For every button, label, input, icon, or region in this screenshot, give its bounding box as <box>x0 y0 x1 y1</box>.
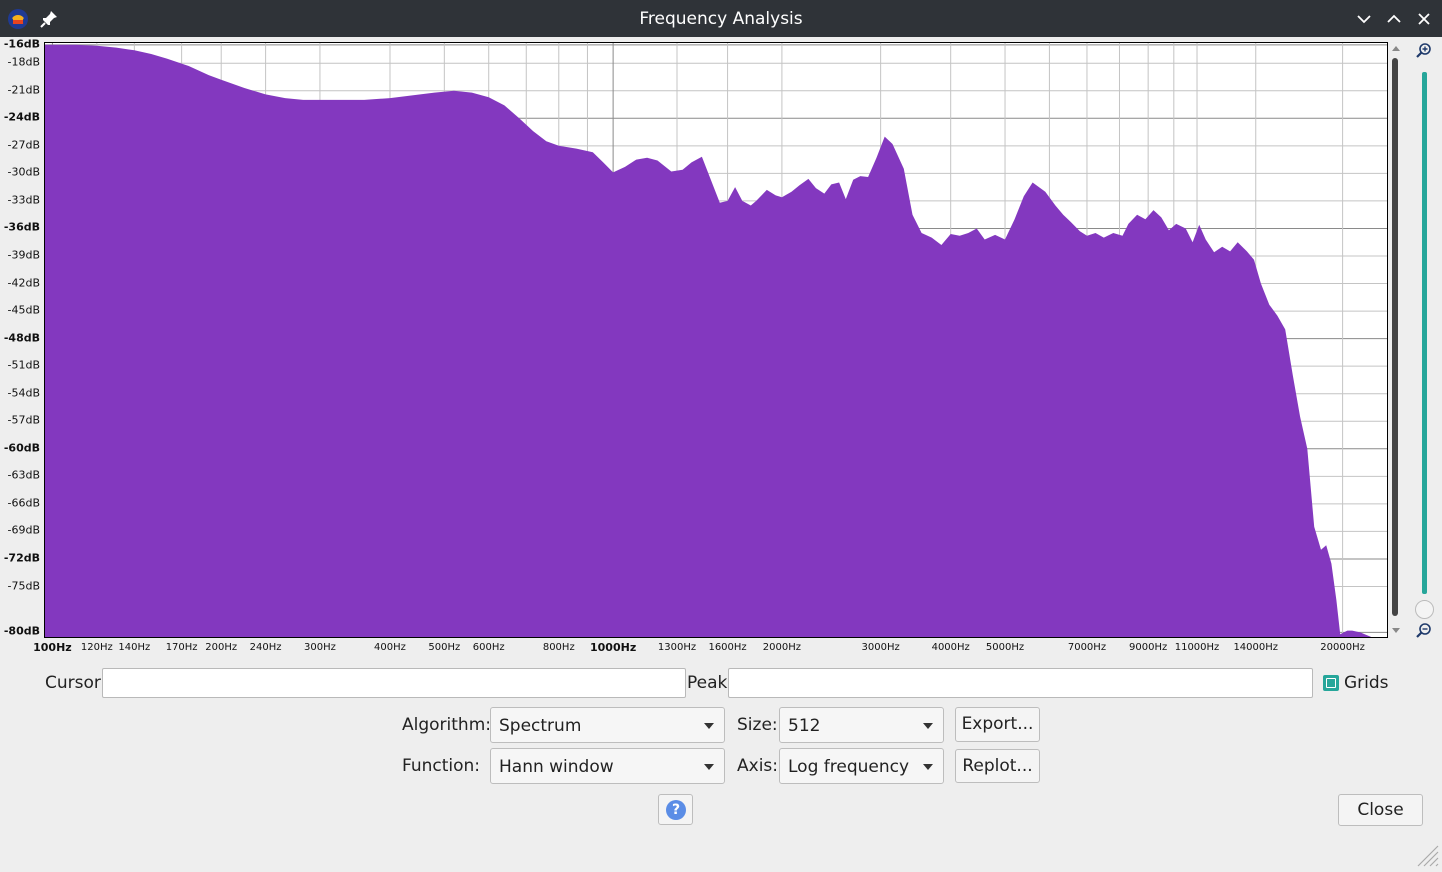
axis-value: Log frequency <box>788 757 910 777</box>
db-tick-label: -69dB <box>7 523 41 537</box>
axis-select[interactable]: Log frequency <box>779 748 944 784</box>
algorithm-select[interactable]: Spectrum <box>490 707 725 743</box>
axis-label: Axis: <box>737 756 778 776</box>
spectrum-chart <box>45 43 1387 637</box>
db-tick-label: -18dB <box>7 55 41 69</box>
help-icon: ? <box>666 800 686 820</box>
db-tick-label: -75dB <box>7 579 41 592</box>
chevron-up-icon[interactable] <box>1382 7 1406 31</box>
size-value: 512 <box>788 716 821 736</box>
db-tick-label: -60dB <box>3 441 40 455</box>
window-title: Frequency Analysis <box>639 9 803 29</box>
algorithm-value: Spectrum <box>499 716 582 736</box>
close-button[interactable]: Close <box>1338 794 1423 826</box>
db-tick-label: -39dB <box>7 248 41 262</box>
algorithm-label: Algorithm: <box>402 715 491 735</box>
frequency-tick-label: 120Hz <box>80 642 113 653</box>
size-select[interactable]: 512 <box>779 707 944 743</box>
resize-grip-icon[interactable] <box>1414 842 1440 872</box>
db-tick-label: -80dB <box>3 624 40 638</box>
frequency-tick-label: 2000Hz <box>762 642 801 653</box>
db-tick-label: -63dB <box>7 468 41 482</box>
title-bar: Frequency Analysis <box>0 0 1442 37</box>
chevron-down-icon[interactable] <box>1352 7 1376 31</box>
db-tick-label: -51dB <box>7 358 41 372</box>
scroll-up-arrow[interactable] <box>1392 46 1400 51</box>
frequency-tick-label: 600Hz <box>472 642 505 653</box>
frequency-tick-label: 300Hz <box>304 642 336 653</box>
peak-label: Peak: <box>687 673 734 693</box>
help-button[interactable]: ? <box>658 794 693 825</box>
db-tick-label: -57dB <box>7 413 41 427</box>
frequency-tick-label: 1000Hz <box>589 641 637 654</box>
function-label: Function: <box>402 756 481 776</box>
frequency-tick-label: 500Hz <box>428 642 461 653</box>
frequency-tick-label: 1600Hz <box>708 642 747 653</box>
db-axis: -16dB -18dB -21dB -24dB -27dB -30dB -33dB -36dB… <box>0 37 44 638</box>
peak-field[interactable] <box>728 668 1313 698</box>
frequency-tick-label: 7000Hz <box>1067 642 1107 653</box>
scroll-down-arrow[interactable] <box>1392 628 1400 633</box>
frequency-tick-label: 9000Hz <box>1129 642 1168 653</box>
db-tick-label: -24dB <box>3 110 40 124</box>
db-tick-label: -48dB <box>3 331 40 345</box>
frequency-tick-label: 240Hz <box>249 642 282 653</box>
chevron-down-icon <box>923 764 933 770</box>
export-button[interactable]: Export... <box>955 707 1040 742</box>
zoom-in-icon[interactable] <box>1415 42 1433 64</box>
spectrum-plot[interactable] <box>44 42 1388 638</box>
zoom-slider-handle[interactable] <box>1415 600 1434 619</box>
db-tick-label: -30dB <box>7 165 41 179</box>
close-icon[interactable] <box>1412 7 1436 31</box>
audacity-logo-icon <box>7 8 29 30</box>
spectrum-area <box>45 44 1387 637</box>
frequency-tick-label: 100Hz <box>33 641 72 654</box>
zoom-slider-track[interactable] <box>1422 72 1427 594</box>
zoom-out-icon[interactable] <box>1415 622 1433 644</box>
frequency-tick-label: 170Hz <box>165 642 198 653</box>
frequency-tick-label: 14000Hz <box>1233 642 1279 653</box>
frequency-tick-label: 1300Hz <box>657 642 697 653</box>
chevron-down-icon <box>704 764 714 770</box>
frequency-tick-label: 200Hz <box>205 642 238 653</box>
frequency-tick-label: 140Hz <box>118 642 151 653</box>
db-tick-label: -27dB <box>7 138 41 152</box>
chevron-down-icon <box>704 723 714 729</box>
chevron-down-icon <box>923 723 933 729</box>
function-value: Hann window <box>499 757 614 777</box>
frequency-tick-label: 5000Hz <box>985 642 1025 653</box>
db-tick-label: -72dB <box>3 551 40 565</box>
grids-label[interactable]: Grids <box>1344 673 1389 693</box>
db-tick-label: -21dB <box>7 83 41 97</box>
db-tick-label: -36dB <box>3 220 40 234</box>
frequency-tick-label: 800Hz <box>542 642 575 653</box>
frequency-axis: 100Hz 120Hz 140Hz 170Hz 200Hz 240Hz 300Hz 400Hz… <box>33 638 1388 658</box>
vertical-zoom-panel <box>1389 40 1442 640</box>
frequency-tick-label: 4000Hz <box>931 642 970 653</box>
vertical-scrollbar[interactable] <box>1392 58 1398 616</box>
db-tick-label: -54dB <box>7 386 41 400</box>
db-tick-label: -66dB <box>7 496 41 510</box>
db-tick-label: -16dB <box>3 37 40 51</box>
function-select[interactable]: Hann window <box>490 748 725 784</box>
db-tick-label: -42dB <box>7 276 41 290</box>
frequency-tick-label: 11000Hz <box>1174 642 1220 653</box>
cursor-field[interactable] <box>102 668 686 698</box>
db-tick-label: -33dB <box>7 193 41 207</box>
frequency-tick-label: 400Hz <box>374 642 406 653</box>
cursor-label: Cursor: <box>45 673 107 693</box>
db-tick-label: -45dB <box>7 303 41 317</box>
replot-button[interactable]: Replot... <box>955 749 1040 783</box>
frequency-tick-label: 3000Hz <box>861 642 900 653</box>
frequency-tick-label: 20000Hz <box>1320 642 1365 653</box>
size-label: Size: <box>737 715 778 735</box>
grids-checkbox[interactable] <box>1323 675 1339 691</box>
pin-icon[interactable] <box>38 8 60 30</box>
